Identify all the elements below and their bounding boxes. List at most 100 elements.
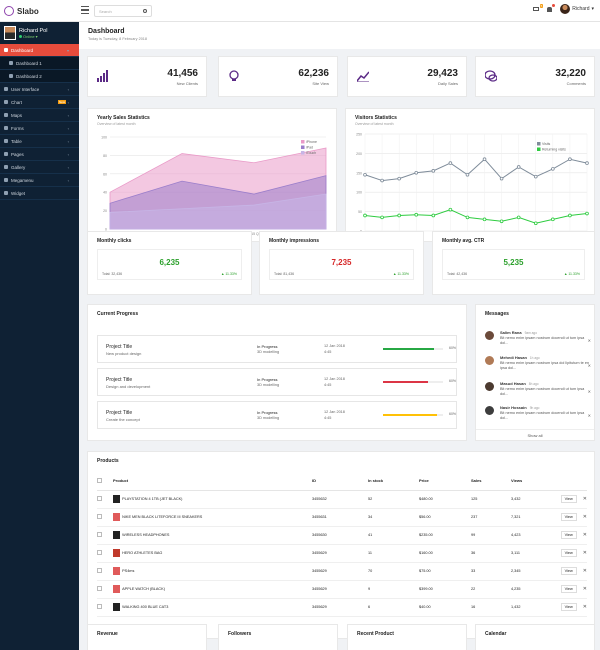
checkbox[interactable] [97, 586, 102, 591]
message-item[interactable]: Nasir Hossain 9h ago Bit nemo enim ipsam … [485, 405, 591, 428]
product-id: 3455632 [312, 490, 368, 509]
actions-header [557, 472, 587, 491]
brand[interactable]: Slabo [0, 0, 79, 22]
sidebar-item-widget[interactable]: Widget [0, 187, 79, 200]
close-icon[interactable]: ✕ [587, 413, 591, 418]
sidebar-item-label: Megamenu [11, 177, 34, 183]
close-icon[interactable]: ✕ [587, 338, 591, 343]
data-point [414, 212, 419, 217]
project-title: Project Title [106, 377, 133, 383]
monthly-clicks-card: Monthly clicks 6,235 Total: 32,436 ▲ 11.… [87, 231, 252, 295]
mail-icon[interactable]: 5 [533, 4, 544, 11]
sidebar-item-table[interactable]: Table ‹ [0, 135, 79, 148]
sidebar-item-user-interface[interactable]: User Interface ‹ [0, 83, 79, 96]
view-button[interactable]: View [560, 585, 577, 593]
delete-icon[interactable]: ✕ [582, 604, 587, 610]
progress-percent: 60% [449, 412, 457, 416]
user-menu[interactable]: Richard ▾ [560, 4, 594, 14]
search-placeholder: Search [99, 8, 112, 14]
product-sales: 16 [471, 598, 511, 617]
delete-icon[interactable]: ✕ [582, 586, 587, 592]
data-point [482, 157, 487, 162]
column-header[interactable]: Sales [471, 472, 511, 491]
table-row[interactable]: APPLE WATCH (BLACK) 3455629 9 $399.00 22… [97, 580, 587, 599]
table-icon [4, 139, 8, 143]
checkbox[interactable] [97, 496, 102, 501]
delete-icon[interactable]: ✕ [582, 514, 587, 520]
message-item[interactable]: Masud Hasan 8h ago Bit nemo enim ipsam no… [485, 381, 591, 404]
table-row[interactable]: PS4ms 3455629 70 $75.00 33 2,345 View ✕ [97, 562, 587, 581]
checkbox[interactable] [97, 514, 102, 519]
table-row[interactable]: HERO ATHLETES BAG 3455629 11 $160.00 36 … [97, 544, 587, 563]
y-tick-label: 60 [103, 172, 107, 176]
actions-cell: View ✕ [557, 490, 587, 509]
sender-name: Mehedi Hasan [500, 355, 527, 360]
sidebar-item-dashboard[interactable]: Dashboard ▾ [0, 44, 79, 57]
view-button[interactable]: View [560, 603, 577, 611]
sidebar-item-maps[interactable]: Maps ‹ [0, 109, 79, 122]
delete-icon[interactable]: ✕ [582, 532, 587, 538]
sender-name: Salim Rana [500, 330, 522, 335]
progress-percent: 60% [449, 379, 457, 383]
search-input[interactable]: Search [94, 5, 152, 17]
column-header[interactable]: Views [511, 472, 557, 491]
search-icon[interactable] [143, 9, 147, 13]
product-cell: PS4ms [113, 562, 312, 581]
status-dropdown[interactable]: Online ▾ [19, 34, 47, 39]
sidebar-item-chart[interactable]: Chart New ‹ [0, 96, 79, 109]
column-header[interactable]: Product [113, 472, 312, 491]
show-all-link[interactable]: Show all [476, 429, 594, 440]
view-button[interactable]: View [560, 531, 577, 539]
view-button[interactable]: View [560, 567, 577, 575]
legend-swatch [537, 147, 541, 151]
project-row[interactable]: Project Title Design and development In … [97, 368, 457, 396]
project-row[interactable]: Project Title Create the concept In Prog… [97, 401, 457, 429]
sidebar-item-dashboard-2[interactable]: Dashboard 2 [0, 70, 79, 83]
view-button[interactable]: View [560, 549, 577, 557]
close-icon[interactable]: ✕ [587, 363, 591, 368]
table-row[interactable]: PLAYSTATION 4 1TB (JET BLACK) 3455632 52… [97, 490, 587, 509]
y-tick-label: 100 [356, 191, 362, 195]
sidebar-item-dashboard-1[interactable]: Dashboard 1 [0, 57, 79, 70]
sidebar-item-forms[interactable]: Forms ‹ [0, 122, 79, 135]
message-item[interactable]: Mehedi Hasan 1h ago Bit nemo enim ipsam n… [485, 355, 591, 378]
column-header[interactable]: Price [419, 472, 471, 491]
sidebar-item-pages[interactable]: Pages ‹ [0, 148, 79, 161]
checkbox[interactable] [97, 568, 102, 573]
followers-card: Followers [218, 624, 338, 650]
column-header[interactable]: ID [312, 472, 368, 491]
bell-icon[interactable] [547, 3, 556, 12]
product-price: $56.00 [419, 508, 471, 527]
view-button[interactable]: View [560, 495, 577, 503]
table-row[interactable]: WIRELESS HEADPHONES 3455630 41 $235.00 9… [97, 526, 587, 545]
checkbox[interactable] [97, 550, 102, 555]
metric-box: 6,235 Total: 32,436 ▲ 11.33% [97, 249, 242, 280]
recent-product-card: Recent Product [347, 624, 467, 650]
view-button[interactable]: View [560, 513, 577, 521]
column-header[interactable]: In stock [368, 472, 419, 491]
project-type: 3D modelling [257, 416, 280, 420]
table-row[interactable]: WALKING 400 BLUE CAT3 3455629 6 $40.00 1… [97, 598, 587, 617]
checkbox[interactable] [97, 604, 102, 609]
close-icon[interactable]: ✕ [587, 389, 591, 394]
table-row[interactable]: NIKE MEN BLACK LITEFORCE III SNEAKERS 34… [97, 508, 587, 527]
checkbox[interactable] [97, 532, 102, 537]
sidebar-item-megamenu[interactable]: Megamenu ‹ [0, 174, 79, 187]
checkbox[interactable] [97, 477, 102, 483]
data-point [585, 211, 589, 216]
product-id: 3455629 [312, 544, 368, 563]
project-desc: Create the concept [106, 417, 140, 422]
sidebar-item-gallery[interactable]: Gallery ‹ [0, 161, 79, 174]
project-date: 12 Jan 2018 [324, 344, 345, 348]
delete-icon[interactable]: ✕ [582, 550, 587, 556]
project-status: In Progress [257, 344, 278, 349]
message-item[interactable]: Salim Rana 9am ago Bit nemo enim ipsam no… [485, 330, 591, 353]
product-views: 4,235 [511, 580, 557, 599]
menu-toggle-icon[interactable] [81, 6, 89, 14]
delete-icon[interactable]: ✕ [582, 568, 587, 574]
card-title: Products [97, 458, 119, 464]
delete-icon[interactable]: ✕ [582, 496, 587, 502]
project-row[interactable]: Project Title New product design In Prog… [97, 335, 457, 363]
product-cell: APPLE WATCH (BLACK) [113, 580, 312, 599]
